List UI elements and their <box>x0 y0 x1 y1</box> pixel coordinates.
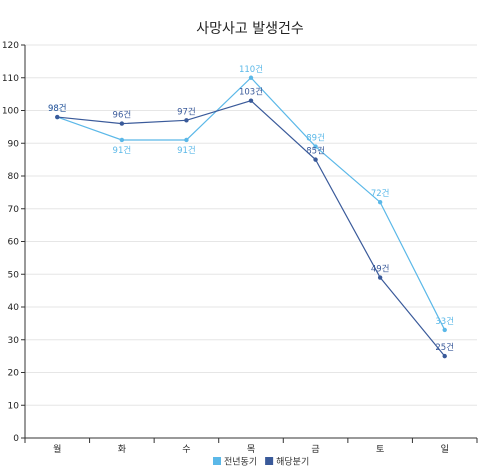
axes: 0 10 20 30 40 50 60 70 80 90 100 110 120 월 화 수 목 금 토 일 <box>2 41 478 455</box>
grid-lines <box>25 44 477 406</box>
data-point <box>377 275 383 280</box>
series-current-quarter: 98건 96건 97건 103건 85건 49건 25건 <box>48 87 454 359</box>
x-tick-label: 화 <box>118 444 126 455</box>
legend-label: 전년동기 <box>224 457 257 468</box>
data-label: 91건 <box>113 145 132 156</box>
data-label: 98건 <box>48 103 67 114</box>
data-point <box>184 137 189 143</box>
x-tick-label: 일 <box>441 444 449 455</box>
data-point <box>248 75 254 80</box>
legend-swatch <box>213 457 221 465</box>
y-tick-label: 120 <box>2 41 19 51</box>
x-tick-label: 토 <box>376 445 384 455</box>
data-point <box>55 114 60 120</box>
series-previous-year: 98건 91건 91건 110건 89건 72건 33건 <box>48 64 454 333</box>
data-point <box>442 353 447 359</box>
data-point <box>184 118 189 123</box>
data-label: 103건 <box>239 87 263 98</box>
data-point <box>313 157 318 162</box>
legend-swatch <box>265 457 274 465</box>
data-point <box>248 98 254 103</box>
data-point <box>119 137 125 143</box>
y-tick-label: 50 <box>8 270 20 280</box>
data-label: 98건 <box>48 103 67 114</box>
data-label: 96건 <box>113 110 132 121</box>
y-tick-label: 10 <box>8 401 20 411</box>
data-label: 110건 <box>239 64 263 75</box>
data-label: 72건 <box>371 188 390 199</box>
data-label: 25건 <box>435 342 454 353</box>
y-tick-label: 60 <box>8 238 20 248</box>
legend-label: 해당분기 <box>276 457 309 468</box>
y-tick-label: 0 <box>13 434 19 444</box>
data-point <box>313 144 318 149</box>
x-tick-label: 수 <box>182 444 190 455</box>
y-tick-label: 80 <box>8 172 20 182</box>
data-label: 49건 <box>371 264 390 275</box>
x-tick-label: 목 <box>247 444 255 455</box>
legend: 전년동기 해당분기 <box>213 457 309 468</box>
y-tick-label: 30 <box>8 336 20 346</box>
y-tick-label: 100 <box>2 107 19 117</box>
series-line <box>57 100 446 357</box>
y-tick-label: 70 <box>8 205 20 215</box>
data-point <box>442 327 447 333</box>
data-label: 97건 <box>177 106 196 117</box>
y-tick-label: 90 <box>8 139 20 149</box>
y-tick-label: 40 <box>8 303 20 313</box>
y-tick-label: 20 <box>8 369 20 379</box>
data-label: 85건 <box>306 146 325 157</box>
chart-title: 사망사고 발생건수 <box>196 21 304 37</box>
y-tick-label: 110 <box>2 74 19 84</box>
data-label: 33건 <box>435 316 454 327</box>
data-point <box>377 200 383 205</box>
data-point <box>119 121 125 126</box>
data-label: 91건 <box>177 145 196 156</box>
x-tick-label: 월 <box>53 443 61 455</box>
data-label: 89건 <box>306 133 325 144</box>
x-tick-label: 금 <box>311 444 319 455</box>
